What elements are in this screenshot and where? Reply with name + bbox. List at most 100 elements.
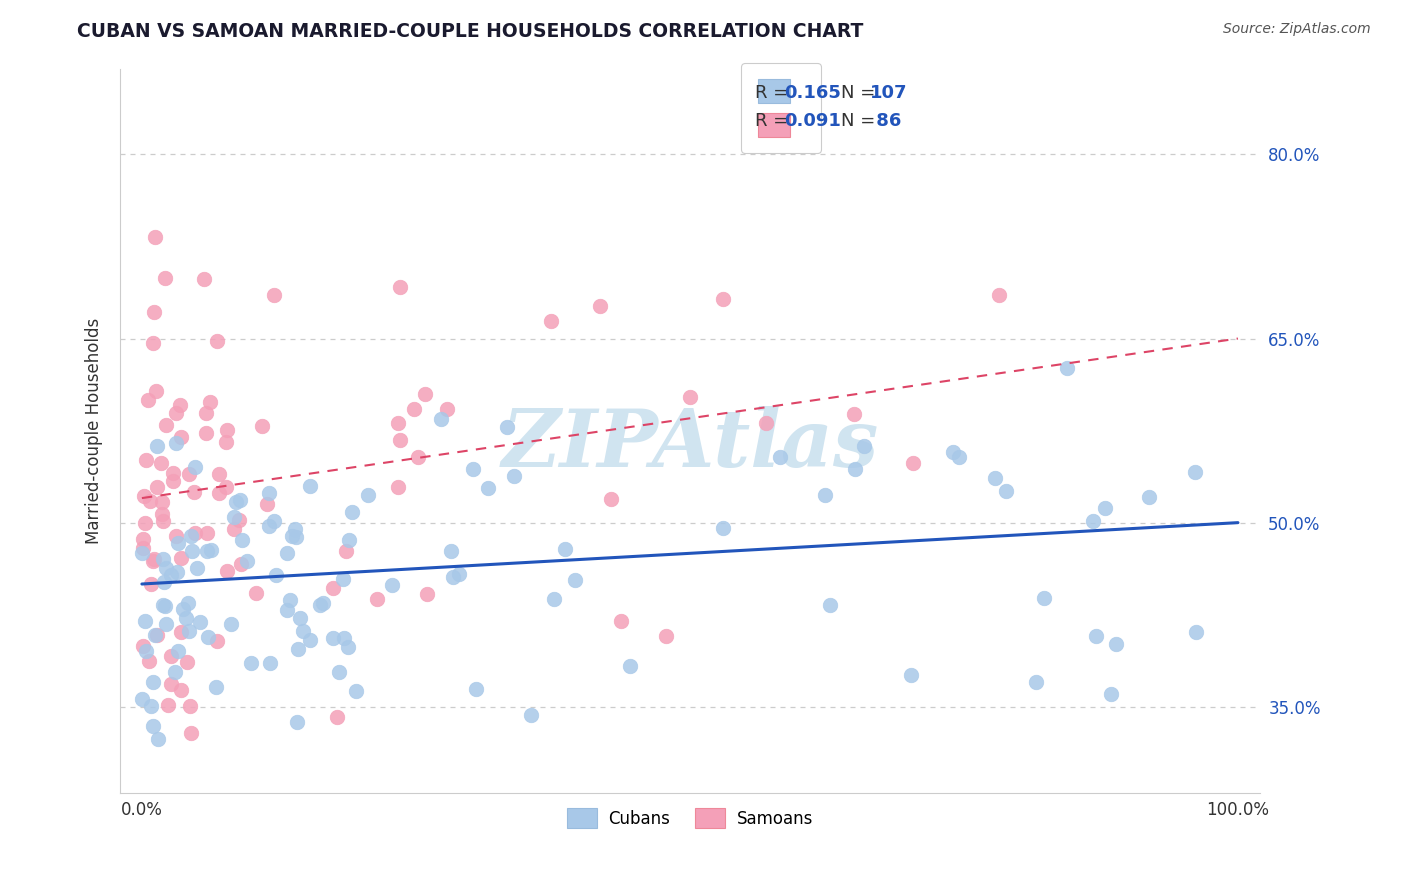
Point (564, 574, 586, 588)
Point (183, 460, 205, 475)
Y-axis label: Married-couple Households: Married-couple Households (86, 318, 103, 544)
Point (436, 402, 458, 417)
Point (250, 419, 273, 434)
Point (257, 519, 280, 533)
Point (278, 593, 301, 607)
Point (177, 596, 200, 610)
Point (322, 582, 344, 596)
Point (326, 710, 349, 724)
Point (145, 384, 167, 398)
Point (245, 586, 267, 600)
Point (655, 629, 678, 643)
Point (402, 402, 425, 417)
Point (153, 270, 176, 285)
Point (155, 561, 177, 575)
Point (948, 450, 970, 465)
Point (554, 541, 576, 556)
Point (165, 435, 187, 450)
Point (183, 484, 205, 499)
Point (229, 557, 252, 571)
Point (215, 480, 238, 494)
Point (159, 648, 181, 663)
Point (142, 336, 165, 351)
Text: 0.165: 0.165 (785, 84, 841, 102)
Point (134, 516, 156, 530)
Point (496, 419, 519, 434)
Point (184, 525, 207, 540)
Point (131, 692, 153, 706)
Point (165, 406, 187, 420)
Point (132, 640, 155, 654)
Text: 107: 107 (870, 84, 908, 102)
Point (215, 565, 238, 579)
Point (188, 615, 211, 630)
Point (388, 279, 411, 293)
Point (942, 445, 965, 459)
Point (678, 390, 700, 404)
Text: 86: 86 (870, 112, 901, 130)
Point (222, 522, 245, 536)
Point (142, 554, 165, 568)
Point (337, 640, 360, 655)
Point (149, 456, 172, 470)
Point (142, 305, 165, 319)
Point (995, 483, 1018, 498)
Point (165, 665, 187, 679)
Point (193, 272, 215, 286)
Point (543, 592, 565, 607)
Point (477, 481, 499, 495)
Point (464, 682, 486, 697)
Point (138, 654, 160, 668)
Point (180, 529, 202, 543)
Point (146, 628, 169, 642)
Point (166, 565, 188, 579)
Point (143, 229, 166, 244)
Point (195, 544, 218, 558)
Point (229, 493, 252, 508)
Point (159, 568, 181, 582)
Legend: Cubans, Samoans: Cubans, Samoans (560, 801, 820, 835)
Text: R =: R = (755, 112, 794, 130)
Point (139, 699, 162, 714)
Point (197, 630, 219, 644)
Point (287, 642, 309, 657)
Point (280, 529, 302, 543)
Point (222, 509, 245, 524)
Point (769, 450, 792, 465)
Point (134, 489, 156, 503)
Point (142, 674, 165, 689)
Point (256, 497, 278, 511)
Point (340, 505, 363, 519)
Point (441, 570, 464, 584)
Point (146, 481, 169, 495)
Point (312, 596, 335, 610)
Point (711, 520, 734, 534)
Point (167, 536, 190, 550)
Point (231, 533, 253, 548)
Point (174, 611, 197, 625)
Point (134, 615, 156, 629)
Point (152, 515, 174, 529)
Point (165, 529, 187, 543)
Point (853, 439, 876, 453)
Point (180, 725, 202, 739)
Point (284, 522, 307, 536)
Text: R =: R = (755, 84, 794, 102)
Point (131, 546, 153, 560)
Point (380, 578, 402, 592)
Point (145, 628, 167, 642)
Point (208, 486, 231, 500)
Point (610, 614, 633, 628)
Point (180, 544, 202, 558)
Point (139, 577, 162, 591)
Point (387, 480, 409, 494)
Point (176, 655, 198, 669)
Point (1185, 625, 1208, 640)
Point (503, 469, 526, 483)
Point (1184, 465, 1206, 479)
Point (146, 439, 169, 453)
Point (288, 610, 311, 624)
Point (197, 525, 219, 540)
Point (195, 406, 218, 420)
Point (162, 474, 184, 488)
